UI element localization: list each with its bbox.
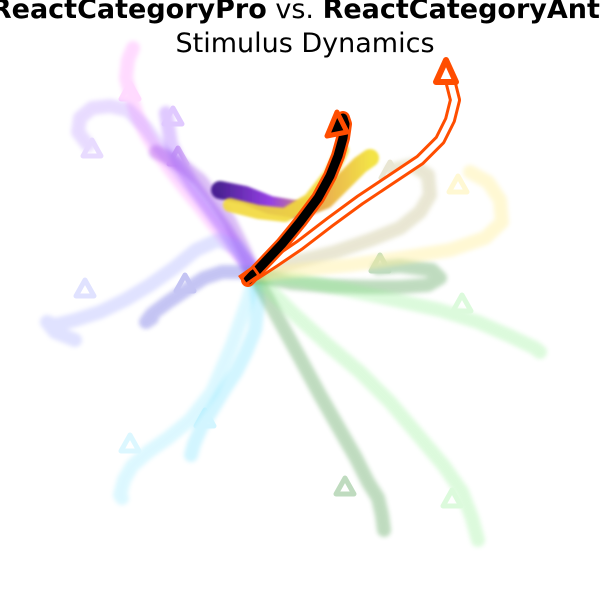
chart-subtitle: Stimulus Dynamics	[175, 28, 434, 59]
trace-marker-2	[161, 105, 185, 127]
chart-title: ReactCategoryPro vs. ReactCategoryAnti S…	[0, 0, 600, 59]
highlight-traces	[211, 57, 461, 287]
trace-marker-13	[446, 173, 470, 195]
trace-marker-3	[166, 145, 190, 167]
trace-11	[248, 268, 547, 359]
trace-line-9	[248, 268, 485, 547]
title-vs: vs.	[267, 0, 323, 25]
trace-line-12	[248, 158, 437, 282]
title-anti: ReactCategoryAnti	[323, 0, 600, 25]
trace-marker-7	[118, 432, 142, 454]
trace-marker-4	[173, 272, 197, 294]
highlight-main-trace	[211, 109, 379, 287]
trace-9	[248, 268, 485, 547]
trace-line-5	[40, 233, 262, 347]
trace-line-8	[248, 268, 391, 537]
trace-6	[184, 268, 265, 462]
trace-5	[40, 233, 262, 347]
trace-marker-6	[193, 407, 217, 429]
trace-marker-0	[118, 80, 142, 102]
trace-marker-1	[80, 137, 104, 159]
trace-8	[248, 268, 391, 537]
trace-marker-11	[450, 292, 474, 314]
main-arrowhead	[324, 109, 350, 139]
title-line-1: ReactCategoryPro vs. ReactCategoryAnti	[0, 0, 600, 25]
trace-line-11	[248, 268, 547, 359]
highlight-outline-trace	[249, 57, 461, 281]
background-traces	[40, 41, 547, 547]
outline-arrowhead	[433, 57, 459, 85]
trace-marker-8	[333, 475, 357, 497]
trace-7	[113, 268, 262, 505]
trace-4	[139, 265, 262, 329]
start-marker	[238, 265, 262, 287]
outline-trace-inner	[252, 77, 458, 278]
trace-marker-5	[73, 277, 97, 299]
trace-13	[248, 165, 509, 282]
trace-line-7	[113, 268, 262, 505]
trace-line-4	[139, 265, 262, 329]
title-pro: ReactCategoryPro	[0, 0, 267, 25]
trace-line-6	[184, 268, 265, 462]
trace-line-13	[248, 165, 509, 282]
trace-marker-9	[440, 487, 464, 509]
